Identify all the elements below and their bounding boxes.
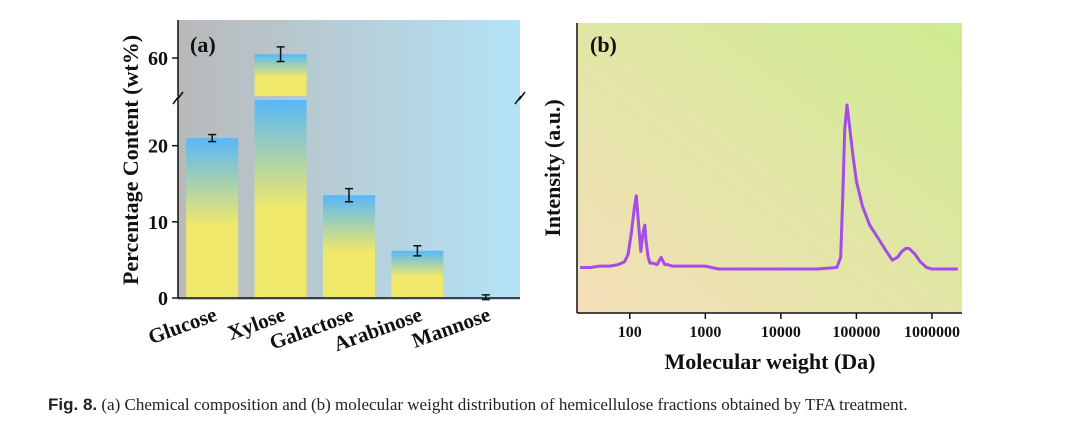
panel-b-plot-background <box>577 23 962 313</box>
axis-break-mark <box>172 91 184 105</box>
panel-b-x-axis-title: Molecular weight (Da) <box>665 349 876 374</box>
panel-b: 100 1000 10000 100000 1000000 (b) Intensity … <box>540 23 962 374</box>
panel-b-label: (b) <box>590 32 617 57</box>
bar-glucose <box>186 138 239 298</box>
panel-b-x-tick-label: 1000 <box>689 324 721 341</box>
error-bar-mannose <box>481 294 490 301</box>
panel-b-y-axis-title: Intensity (a.u.) <box>540 99 565 237</box>
axis-break-mark <box>514 91 526 105</box>
category-label-mannose: Mannose <box>409 302 494 352</box>
panel-a-bars <box>186 46 490 301</box>
error-bar-galactose <box>345 187 353 203</box>
panel-b-axes: 100 1000 10000 100000 1000000 <box>576 23 962 341</box>
panel-a-axes: 0 10 20 60 <box>148 20 526 310</box>
figure-caption-text: (a) Chemical composition and (b) molecul… <box>101 395 908 414</box>
panel-b-x-tick-label: 10000 <box>761 324 801 341</box>
error-bar-xylose <box>276 46 285 63</box>
bar-galactose <box>323 195 375 298</box>
panel-a: 0 10 20 60 (a) Percentage Content (wt%) Glu… <box>118 20 526 356</box>
panel-a-y-tick-label: 10 <box>148 212 168 234</box>
error-bar-arabinose <box>413 244 422 257</box>
panel-a-y-tick-label: 0 <box>158 288 168 310</box>
figure-caption-label: Fig. 8. <box>48 395 98 414</box>
panel-b-series-line <box>580 103 958 271</box>
panel-b-x-tick-label: 1000000 <box>904 324 960 341</box>
bar-xylose-lower <box>254 100 307 298</box>
bar-arabinose <box>391 250 444 298</box>
figure-caption: Fig. 8. (a) Chemical composition and (b)… <box>48 395 1058 415</box>
panel-a-y-tick-label: 60 <box>148 48 168 70</box>
panel-b-x-tick-label: 100 <box>618 324 642 341</box>
panel-a-y-axis-title: Percentage Content (wt%) <box>118 35 143 285</box>
panel-b-x-tick-label: 100000 <box>832 324 880 341</box>
error-bar-glucose <box>208 133 217 143</box>
category-label-glucose: Glucose <box>145 302 220 349</box>
panel-a-label: (a) <box>190 32 216 57</box>
panel-a-y-tick-label: 20 <box>148 136 168 158</box>
